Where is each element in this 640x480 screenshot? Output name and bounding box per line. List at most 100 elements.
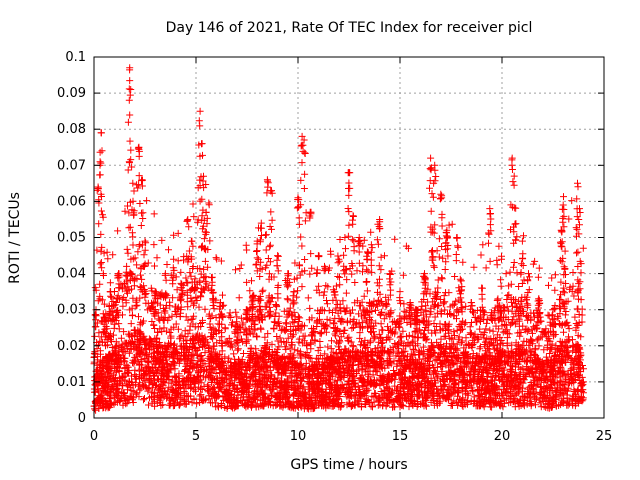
data-point [96,280,104,288]
data-point [477,251,485,259]
data-point [349,342,357,350]
data-point [377,320,385,328]
data-point [237,261,245,269]
data-point [561,289,569,297]
data-point [206,237,214,245]
data-point [106,279,114,287]
data-point [148,287,156,295]
data-point [369,371,377,379]
data-point [304,294,312,302]
data-point [334,252,342,260]
data-point [316,329,324,337]
data-point [174,257,182,265]
data-point [390,367,397,374]
data-point [479,241,487,249]
data-point [221,325,229,333]
data-point [242,241,250,249]
data-point [396,312,404,320]
data-point [432,323,440,330]
data-point [168,376,176,384]
data-point [363,255,371,263]
data-point [290,275,298,283]
data-point [165,246,172,254]
data-point [453,359,461,367]
data-points [90,64,587,414]
data-point [205,201,213,209]
data-point [133,261,141,269]
data-point [130,388,138,396]
data-point [560,284,568,292]
data-point [212,370,220,377]
data-point [515,283,523,290]
data-point [232,308,240,316]
data-point [244,336,252,344]
data-point [359,268,366,276]
data-point [488,403,496,411]
data-point [124,363,132,371]
data-point [271,375,279,383]
data-point [196,399,204,406]
data-point [283,295,291,303]
data-point [482,264,490,272]
data-point [195,303,203,311]
data-point [332,282,340,290]
data-point [189,200,197,208]
data-point [410,387,418,395]
data-point [546,350,554,357]
data-point [489,327,497,335]
data-point [535,264,543,272]
data-point [232,266,239,274]
data-point [271,319,279,326]
data-point [579,244,587,252]
data-point [291,346,299,354]
data-point [213,255,221,263]
data-point [119,302,127,310]
data-point [462,334,470,342]
data-point [248,277,255,285]
data-point [273,333,281,340]
data-point [560,193,567,201]
data-point [197,270,205,278]
data-point [324,343,332,351]
data-point [112,338,120,346]
data-point [150,210,158,218]
data-point [493,256,501,264]
data-point [377,388,385,395]
data-point [492,322,500,330]
data-point [130,187,138,195]
data-point [510,259,518,266]
data-point [535,342,543,350]
data-point [270,318,278,326]
data-point [240,350,247,357]
data-point [134,248,142,256]
data-point [498,252,505,260]
data-point [570,292,578,300]
data-point [506,268,514,276]
data-point [483,319,491,327]
data-point [327,250,335,258]
data-point [182,313,190,321]
data-point [92,406,100,414]
data-point [177,268,185,276]
data-point [130,359,138,367]
data-point [165,401,173,409]
data-point [507,399,515,406]
data-point [170,231,178,239]
data-point [261,333,269,341]
data-point [306,304,314,312]
data-point [137,271,144,279]
data-point [360,292,368,300]
data-point [166,329,174,336]
data-point [459,258,467,266]
data-point [102,342,109,350]
data-point [343,401,351,409]
data-point [144,259,152,267]
data-point [548,274,556,282]
data-point [470,309,477,317]
data-point [342,289,350,297]
data-point [212,254,220,262]
data-point [225,312,233,320]
data-point [396,334,404,342]
data-point [99,310,107,318]
